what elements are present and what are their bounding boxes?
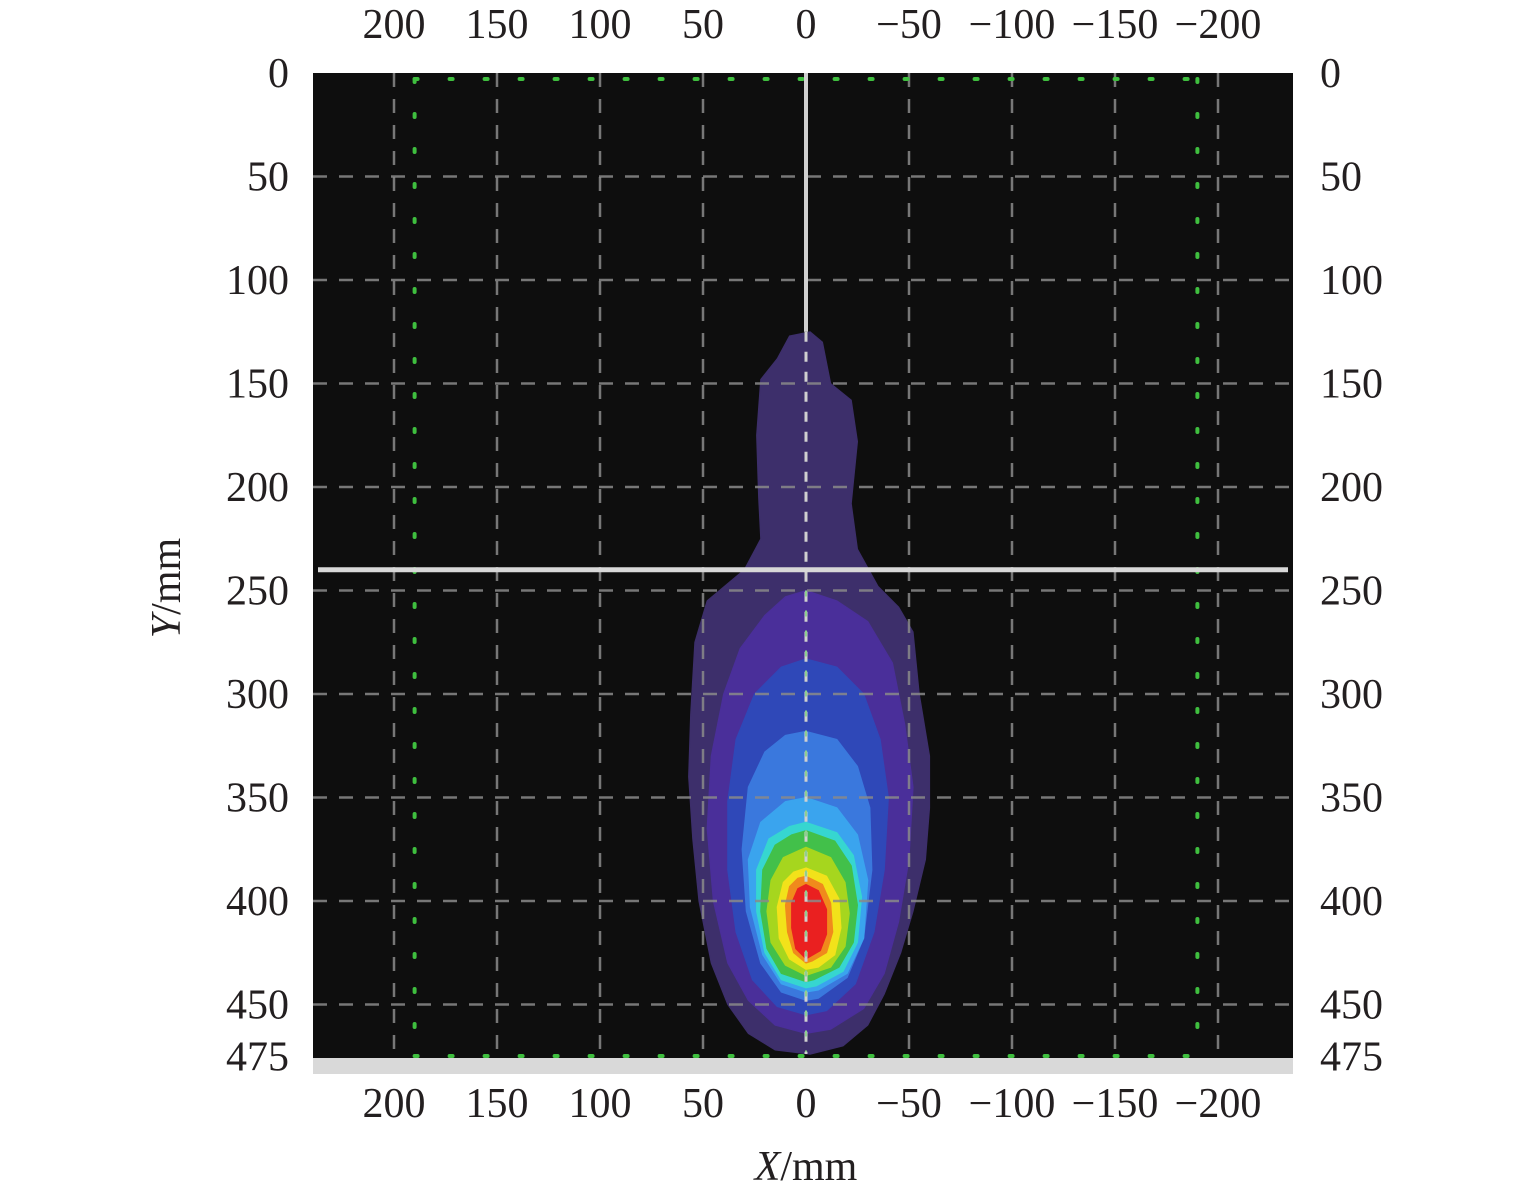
y-tick-label: 100 bbox=[226, 258, 289, 304]
y-tick-label: 0 bbox=[1320, 51, 1341, 97]
y-tick-label: 400 bbox=[1320, 879, 1383, 925]
y-tick-label: 350 bbox=[1320, 776, 1383, 822]
x-tick-label: −100 bbox=[969, 1081, 1056, 1127]
y-axis-label: Y/mm bbox=[144, 537, 190, 638]
y-tick-label: 300 bbox=[226, 672, 289, 718]
y-tick-label: 0 bbox=[268, 51, 289, 97]
y-tick-labels-right: 0 50 100 150 200 250 300 350 400 450 475 bbox=[1320, 51, 1383, 1080]
x-tick-label: 150 bbox=[466, 2, 529, 48]
plot-bottom-band bbox=[313, 1058, 1293, 1074]
x-tick-label: 50 bbox=[682, 2, 724, 48]
y-tick-label: 450 bbox=[1320, 983, 1383, 1029]
x-tick-label: 100 bbox=[569, 2, 632, 48]
x-tick-label: 0 bbox=[796, 2, 817, 48]
x-tick-label: −200 bbox=[1175, 1081, 1262, 1127]
y-tick-label: 450 bbox=[226, 983, 289, 1029]
y-tick-label: 200 bbox=[226, 465, 289, 511]
crosshair bbox=[318, 73, 1288, 1054]
x-tick-label: −150 bbox=[1072, 1081, 1159, 1127]
y-tick-label: 475 bbox=[226, 1034, 289, 1080]
y-tick-label: 150 bbox=[1320, 362, 1383, 408]
y-tick-label: 250 bbox=[226, 569, 289, 615]
x-axis-label: X/mm bbox=[753, 1144, 858, 1190]
x-tick-label: 150 bbox=[466, 1081, 529, 1127]
x-tick-label: −50 bbox=[876, 1081, 942, 1127]
y-tick-label: 50 bbox=[247, 155, 289, 201]
y-tick-label: 50 bbox=[1320, 155, 1362, 201]
x-tick-label: −200 bbox=[1175, 2, 1262, 48]
y-tick-label: 250 bbox=[1320, 569, 1383, 615]
y-tick-label: 300 bbox=[1320, 672, 1383, 718]
y-tick-label: 100 bbox=[1320, 258, 1383, 304]
x-tick-label: 200 bbox=[363, 1081, 426, 1127]
y-tick-label: 350 bbox=[226, 776, 289, 822]
x-tick-labels-bottom: 200 150 100 50 0 −50 −100 −150 −200 bbox=[363, 1081, 1262, 1127]
x-tick-label: −150 bbox=[1072, 2, 1159, 48]
y-tick-label: 150 bbox=[226, 362, 289, 408]
x-tick-label: −50 bbox=[876, 2, 942, 48]
x-tick-labels-top: 200 150 100 50 0 −50 −100 −150 −200 bbox=[363, 2, 1262, 48]
x-tick-label: 50 bbox=[682, 1081, 724, 1127]
y-tick-label: 475 bbox=[1320, 1034, 1383, 1080]
x-tick-label: 200 bbox=[363, 2, 426, 48]
y-tick-label: 400 bbox=[226, 879, 289, 925]
x-tick-label: 100 bbox=[569, 1081, 632, 1127]
x-tick-label: 0 bbox=[796, 1081, 817, 1127]
y-tick-label: 200 bbox=[1320, 465, 1383, 511]
x-tick-label: −100 bbox=[969, 2, 1056, 48]
y-tick-labels-left: 0 50 100 150 200 250 300 350 400 450 475 bbox=[226, 51, 289, 1080]
